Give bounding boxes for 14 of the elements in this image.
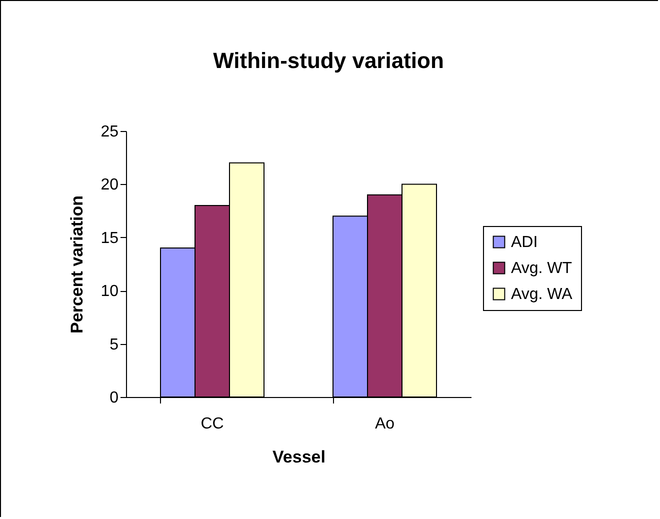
legend-label: Avg. WA: [511, 286, 573, 303]
x-tick-label: CC: [200, 416, 224, 432]
chart-title: Within-study variation: [213, 48, 444, 73]
y-tick-label: 0: [110, 390, 119, 406]
y-axis-title: Percent variation: [68, 196, 87, 334]
legend-label: Avg. WT: [511, 260, 572, 277]
x-axis-title: Vessel: [272, 448, 326, 466]
y-tick-label: 20: [100, 176, 119, 194]
y-tick-label: 25: [100, 124, 119, 140]
y-tick-label: 15: [100, 230, 119, 247]
legend-label: ADI: [511, 234, 538, 251]
y-tick-label: 5: [110, 336, 119, 354]
x-tick-label: Ao: [374, 416, 395, 432]
y-tick-label: 10: [100, 283, 119, 300]
